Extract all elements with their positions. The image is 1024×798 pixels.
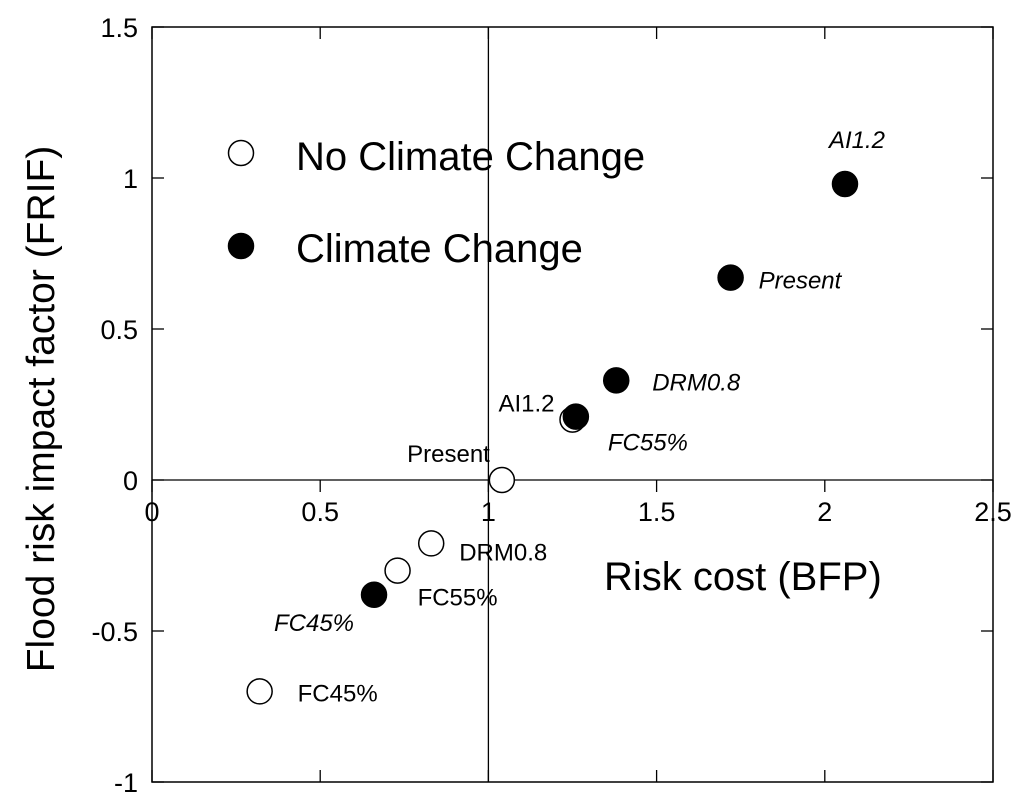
axis-title-layer: Risk cost (BFP) Flood risk impact factor … <box>20 146 882 673</box>
point-label: AI1.2 <box>498 391 554 418</box>
x-tick-label: 1.5 <box>638 497 676 527</box>
point-label: FC55% <box>608 430 688 457</box>
point-label-layer: Present AI1.2 DRM0.8 FC55% FC45% AI1.2 Present… <box>274 127 885 707</box>
x-tick-label: 1 <box>481 497 496 527</box>
y-tick-label: -0.5 <box>91 617 138 647</box>
x-tick-label: 2 <box>817 497 832 527</box>
legend-label: Climate Change <box>296 227 583 271</box>
no-climate-change-point-fc45- <box>246 678 273 705</box>
no-climate-change-point-fc55- <box>384 557 411 584</box>
point-label: FC55% <box>418 585 498 612</box>
y-tick-label: 1.5 <box>100 13 138 43</box>
y-axis-title: Flood risk impact factor (FRIF) <box>20 146 63 673</box>
point-label: Present <box>759 268 843 295</box>
point-label: Present <box>407 441 490 468</box>
x-tick-label: 2.5 <box>974 497 1012 527</box>
climate-change-point-fc55- <box>562 403 590 430</box>
legend: No Climate Change Climate Change <box>227 135 645 271</box>
point-label: FC45% <box>274 610 354 637</box>
x-tick-label: 0 <box>144 497 159 527</box>
climate-change-point-ai1-2 <box>831 170 859 198</box>
no-climate-change-point-drm0-8 <box>417 530 445 557</box>
y-tick-label: 1 <box>123 164 138 194</box>
climate-change-point-drm0-8 <box>602 367 630 394</box>
x-tick-label: 0.5 <box>301 497 339 527</box>
climate-change-point-present <box>717 264 744 291</box>
plot-frame <box>151 26 994 783</box>
point-layer <box>246 170 859 705</box>
climate-change-point-fc45- <box>360 581 388 609</box>
legend-label: No Climate Change <box>296 135 645 179</box>
y-tick-label: 0 <box>123 466 138 496</box>
x-axis-title: Risk cost (BFP) <box>604 555 882 599</box>
point-label: AI1.2 <box>827 127 885 154</box>
plot-frame-layer <box>151 26 994 783</box>
legend-marker-open <box>227 139 255 167</box>
point-label: DRM0.8 <box>459 539 547 566</box>
tick-layer: 0 0.5 1 1.5 2 2.5 -1 -0.5 0 0.5 1 1.5 <box>91 13 1011 798</box>
point-label: FC45% <box>298 680 378 707</box>
point-label: DRM0.8 <box>652 369 741 396</box>
no-climate-change-point-present <box>488 466 516 494</box>
legend-marker-filled <box>227 232 255 260</box>
y-tick-label: -1 <box>114 768 138 798</box>
y-tick-label: 0.5 <box>100 315 138 345</box>
